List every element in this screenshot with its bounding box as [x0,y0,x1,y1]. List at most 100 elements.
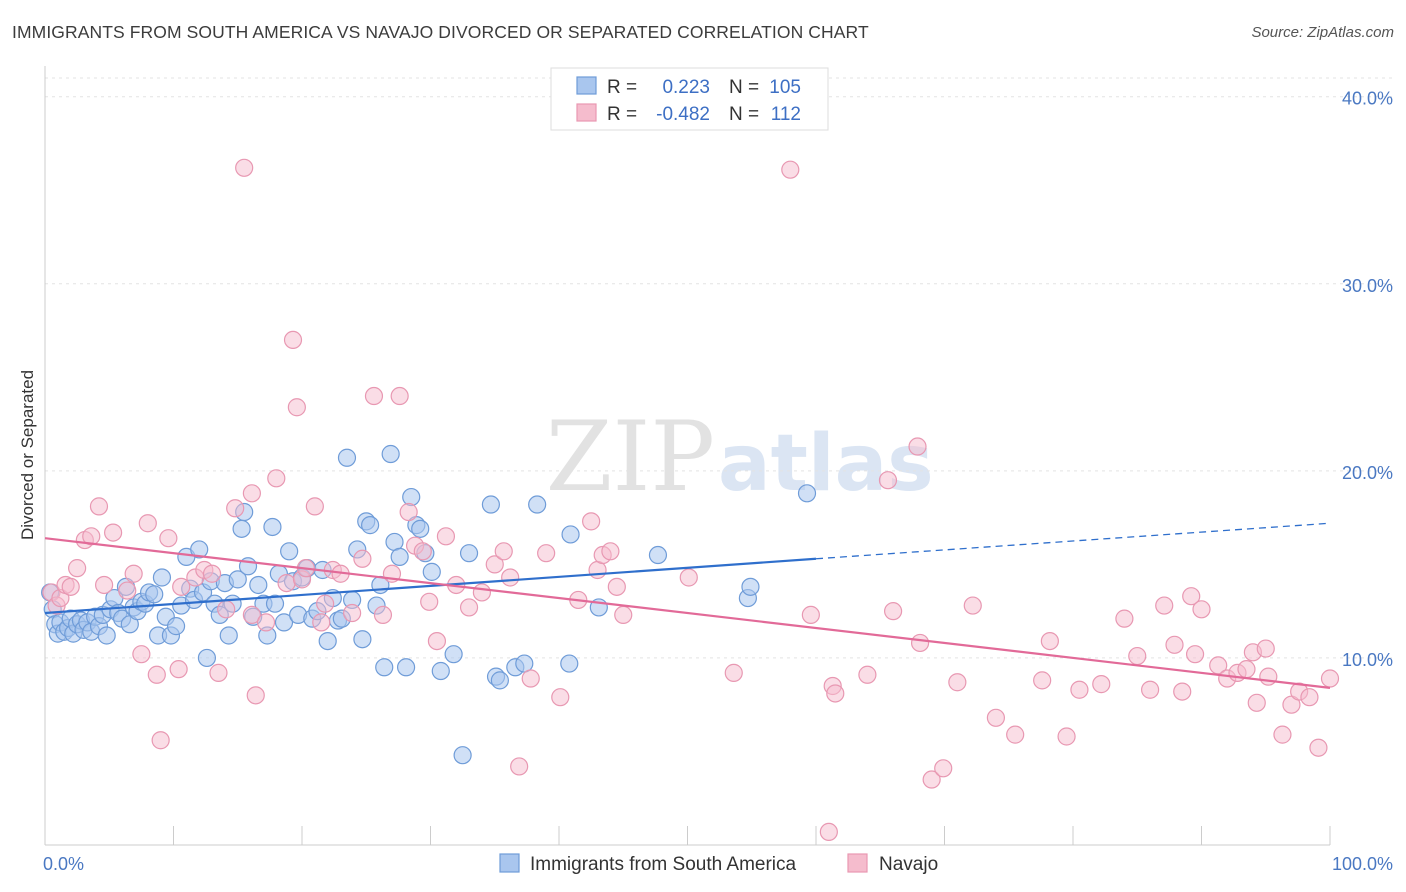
point-navajo-5 [61,577,80,596]
point-navajo-64 [551,688,570,707]
point-navajo-18 [159,529,178,548]
point-navajo-82 [908,437,927,456]
bottom-legend: Immigrants from South America Navajo [499,853,938,875]
point-navajo-78 [826,684,845,703]
legend-n-label-1: N = [729,77,759,98]
watermark-atlas: atlas [718,419,934,509]
point-navajo-76 [819,822,838,842]
point-navajo-92 [1057,727,1076,746]
point-immigrants-40 [190,540,209,559]
y-tick-label-1: 10.0% [1342,650,1393,670]
point-navajo-59 [494,542,513,561]
point-navajo-19 [169,660,188,679]
point-navajo-110 [1256,639,1275,658]
point-navajo-51 [413,542,432,561]
point-immigrants-104 [648,545,668,565]
series-navajo-points [42,158,1340,842]
point-immigrants-49 [228,570,247,589]
point-immigrants-97 [490,671,509,690]
point-immigrants-84 [390,547,409,567]
point-navajo-109 [1247,693,1266,712]
chart-title: IMMIGRANTS FROM SOUTH AMERICA VS NAVAJO … [12,22,869,42]
point-navajo-43 [343,603,362,623]
point-immigrants-18 [97,626,116,645]
tick-labels: 10.0% 20.0% 30.0% 40.0% 0.0% 100.0% [43,89,1393,874]
legend-r-label-1: R = [607,77,637,98]
point-immigrants-100 [528,495,547,514]
y-axis-label: Divorced or Separated [18,370,37,540]
point-immigrants-92 [444,645,463,664]
point-navajo-102 [1185,645,1205,664]
point-immigrants-94 [459,544,479,563]
point-navajo-53 [427,631,447,651]
point-navajo-88 [986,708,1006,727]
point-navajo-8 [82,527,101,546]
point-navajo-28 [242,484,261,503]
point-navajo-101 [1182,587,1201,606]
point-immigrants-35 [166,617,186,636]
point-navajo-75 [801,605,820,625]
point-immigrants-82 [381,444,400,464]
legend-n-label-2: N = [729,104,759,125]
point-immigrants-90 [422,562,441,581]
point-navajo-13 [124,564,143,583]
point-immigrants-95 [481,495,500,514]
bottom-legend-label-series2: Navajo [879,854,938,875]
trend-line-immigrants [44,557,817,615]
point-navajo-91 [1040,631,1059,651]
point-navajo-56 [459,598,479,617]
point-navajo-72 [679,568,698,587]
point-navajo-83 [910,633,930,653]
point-navajo-81 [883,602,903,621]
point-navajo-26 [226,499,245,518]
point-navajo-71 [614,605,633,625]
bottom-legend-swatch-series1 [499,853,520,873]
point-immigrants-91 [431,661,450,681]
point-navajo-96 [1128,646,1147,666]
point-navajo-93 [1070,680,1089,699]
point-navajo-61 [510,757,529,776]
point-navajo-15 [138,514,157,533]
axes [44,66,1331,846]
point-navajo-103 [1192,600,1211,619]
point-immigrants-78 [361,516,380,535]
bottom-legend-swatch-series2 [847,853,868,873]
legend-r-value-1: 0.223 [662,77,710,98]
point-immigrants-93 [453,746,472,765]
point-immigrants-73 [337,448,357,467]
y-tick-label-4: 40.0% [1342,89,1393,109]
point-navajo-17 [151,731,170,750]
point-navajo-97 [1140,680,1160,699]
point-immigrants-60 [274,613,294,632]
point-navajo-23 [202,564,222,583]
point-navajo-25 [217,600,236,619]
point-navajo-52 [420,592,439,611]
point-navajo-99 [1165,635,1184,654]
point-navajo-63 [537,544,556,563]
point-navajo-48 [390,386,409,406]
point-immigrants-76 [353,630,372,649]
legend-r-label-2: R = [607,104,637,125]
point-navajo-16 [147,665,166,684]
point-immigrants-61 [280,542,299,561]
point-navajo-54 [436,527,456,546]
point-immigrants-99 [515,654,534,673]
point-navajo-117 [1259,667,1278,686]
source-label: Source: ZipAtlas.com [1251,24,1394,41]
point-navajo-87 [963,596,982,615]
point-navajo-94 [1092,675,1111,694]
watermark-zip: ZIP [546,401,715,513]
point-navajo-6 [68,559,87,578]
point-navajo-46 [373,605,393,625]
trend-line-immigrants-extension [815,522,1331,560]
point-navajo-14 [132,645,151,664]
point-navajo-30 [246,686,265,705]
point-navajo-116 [1309,738,1328,757]
point-navajo-12 [118,581,137,600]
point-navajo-80 [878,471,898,490]
point-immigrants-47 [219,626,238,645]
point-immigrants-86 [402,487,421,507]
point-navajo-100 [1173,682,1192,701]
point-navajo-40 [316,594,335,613]
